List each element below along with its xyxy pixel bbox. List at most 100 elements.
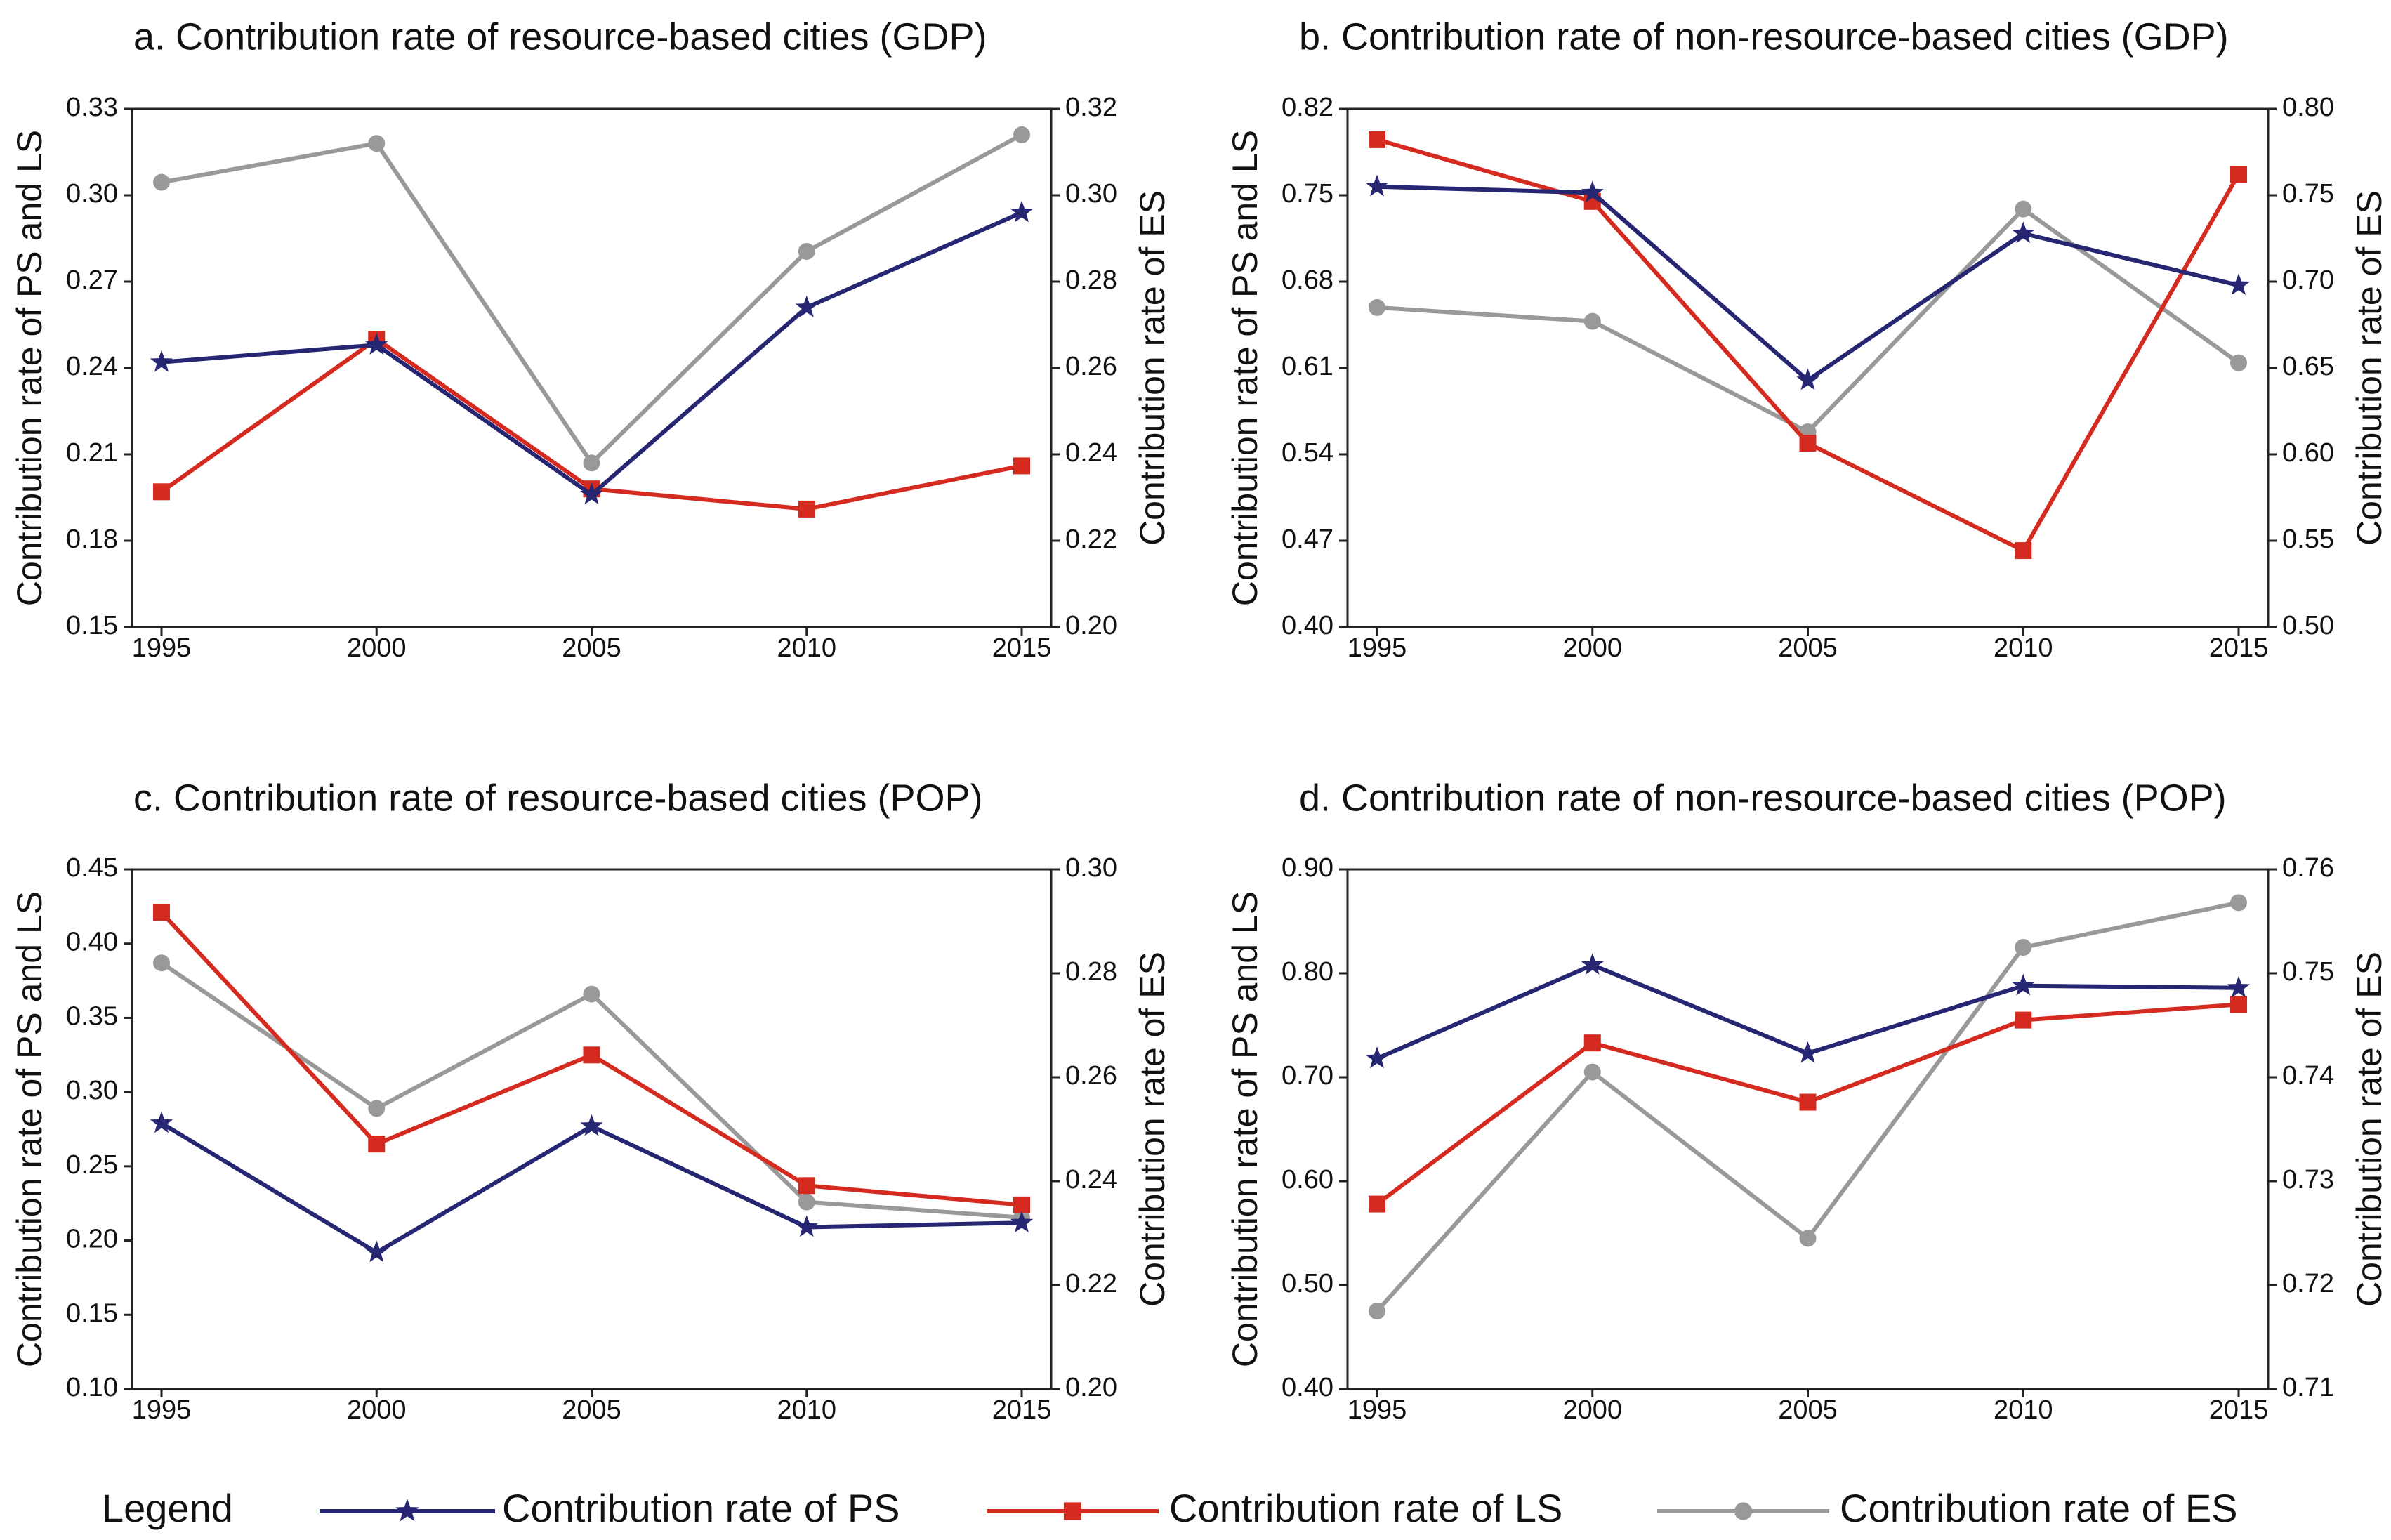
circle-marker	[1369, 1303, 1385, 1319]
x-tick-label: 2010	[777, 1395, 836, 1425]
series-ps	[1365, 953, 2251, 1069]
x-tick-label: 2015	[2209, 633, 2269, 663]
y-tick-label-right: 0.75	[2282, 179, 2334, 209]
legend-item-es: Contribution rate of ES	[1657, 1486, 2238, 1530]
circle-marker	[1013, 126, 1030, 143]
square-marker	[1799, 435, 1817, 452]
circle-marker	[2230, 894, 2247, 912]
legend-label: Contribution rate of PS	[502, 1486, 900, 1530]
square-marker	[1369, 1195, 1385, 1213]
circle-marker	[1799, 1230, 1817, 1247]
y-tick-label-right: 0.24	[1065, 438, 1117, 468]
series-es	[153, 954, 1030, 1226]
circle-marker	[368, 1100, 386, 1117]
series-ps	[150, 200, 1034, 505]
legend: Legend Contribution rate of PS Contributio…	[102, 1486, 2238, 1530]
star-marker	[1010, 1211, 1034, 1232]
series-ls	[153, 904, 1030, 1213]
y-tick-label-right: 0.70	[2282, 265, 2334, 295]
star-marker	[580, 482, 603, 505]
square-marker	[153, 483, 170, 501]
star-marker	[1365, 1046, 1389, 1069]
x-tick-label: 1995	[132, 1395, 192, 1425]
star-marker	[1365, 174, 1389, 197]
y-tick-label-left: 0.15	[66, 1298, 118, 1328]
circle-marker	[368, 135, 386, 152]
y-tick-label-right: 0.26	[1065, 1061, 1117, 1091]
square-marker	[2230, 996, 2247, 1013]
y-tick-label-right: 0.73	[2282, 1165, 2334, 1195]
y-tick-label-right: 0.28	[1065, 265, 1117, 295]
y-axis-label-left: Contribution rate of PS and LS	[1225, 891, 1265, 1367]
y-tick-label-right: 0.30	[1065, 179, 1117, 209]
square-marker	[2015, 542, 2032, 560]
y-tick-label-left: 0.40	[1282, 1373, 1333, 1402]
y-tick-label-right: 0.65	[2282, 352, 2334, 381]
circle-marker	[1369, 298, 1385, 316]
star-marker	[1796, 368, 1819, 390]
chart-panel-a: a. Contribution rate of resource-based c…	[10, 15, 1172, 663]
star-marker	[395, 1499, 419, 1522]
star-marker	[365, 333, 388, 355]
star-marker	[1796, 1041, 1819, 1063]
square-marker	[1799, 1093, 1817, 1111]
circle-marker	[2230, 354, 2247, 371]
star-marker	[2012, 221, 2035, 244]
y-tick-label-right: 0.30	[1065, 853, 1117, 883]
x-tick-label: 2000	[1562, 633, 1622, 663]
circle-marker	[583, 454, 600, 472]
panel-title: d. Contribution rate of non-resource-bas…	[1299, 777, 2227, 819]
y-tick-label-right: 0.50	[2282, 611, 2334, 640]
y-tick-label-left: 0.54	[1282, 438, 1333, 468]
x-tick-label: 2000	[347, 633, 407, 663]
legend-item-ls: Contribution rate of LS	[987, 1486, 1562, 1530]
square-marker	[1013, 1196, 1030, 1213]
y-tick-label-left: 0.25	[66, 1150, 118, 1180]
circle-marker	[153, 954, 170, 972]
x-tick-label: 2010	[1994, 1395, 2053, 1425]
plot-frame	[131, 107, 1053, 628]
star-marker	[1581, 953, 1604, 975]
circle-marker	[1734, 1502, 1753, 1520]
circle-marker	[2015, 939, 2032, 956]
y-tick-label-left: 0.68	[1282, 265, 1333, 295]
y-tick-label-left: 0.82	[1282, 93, 1333, 122]
x-tick-label: 2000	[347, 1395, 407, 1425]
y-tick-label-left: 0.21	[66, 438, 118, 468]
y-tick-label-left: 0.30	[66, 179, 118, 209]
series-line	[1376, 184, 2239, 383]
series-line	[160, 1121, 1022, 1255]
x-tick-label: 2000	[1562, 1395, 1622, 1425]
y-tick-label-left: 0.30	[66, 1076, 118, 1105]
y-axis-label-right: Contribution rate of ES	[1133, 952, 1172, 1307]
series-line	[161, 210, 1023, 497]
legend-title: Legend	[102, 1486, 233, 1530]
star-marker	[150, 350, 173, 372]
square-marker	[368, 1136, 386, 1153]
x-tick-label: 2015	[992, 1395, 1052, 1425]
square-marker	[1063, 1502, 1082, 1520]
y-tick-label-right: 0.74	[2282, 1061, 2334, 1091]
circle-marker	[1583, 312, 1601, 330]
y-axis-label-left: Contribution rate of PS and LS	[1225, 130, 1265, 606]
star-marker	[2227, 273, 2251, 295]
legend-item-ps: Contribution rate of PS	[320, 1486, 900, 1530]
y-tick-label-left: 0.90	[1282, 853, 1333, 883]
y-tick-label-left: 0.47	[1282, 525, 1333, 554]
y-axis-label-right: Contribution rate of ES	[2350, 952, 2389, 1307]
square-marker	[1369, 131, 1385, 148]
square-marker	[798, 500, 815, 518]
series-ls	[1369, 996, 2247, 1213]
y-tick-label-left: 0.10	[66, 1373, 118, 1402]
x-tick-label: 2005	[562, 1395, 621, 1425]
series-line	[1376, 138, 2241, 553]
y-tick-label-right: 0.60	[2282, 438, 2334, 468]
y-tick-label-right: 0.76	[2282, 853, 2334, 883]
y-tick-label-left: 0.61	[1282, 352, 1333, 381]
x-tick-label: 2010	[1994, 633, 2053, 663]
series-ps	[150, 1111, 1034, 1263]
x-tick-label: 2010	[777, 633, 836, 663]
series-es	[1369, 200, 2247, 441]
square-marker	[1583, 1034, 1601, 1052]
